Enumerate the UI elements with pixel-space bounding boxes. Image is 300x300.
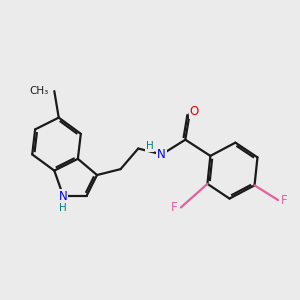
Text: N: N	[157, 148, 166, 161]
Text: N: N	[59, 190, 68, 203]
Text: CH₃: CH₃	[30, 86, 49, 96]
Text: O: O	[190, 105, 199, 118]
Text: H: H	[59, 203, 66, 213]
Text: H: H	[146, 141, 153, 151]
Text: F: F	[281, 194, 288, 207]
Text: F: F	[171, 201, 178, 214]
